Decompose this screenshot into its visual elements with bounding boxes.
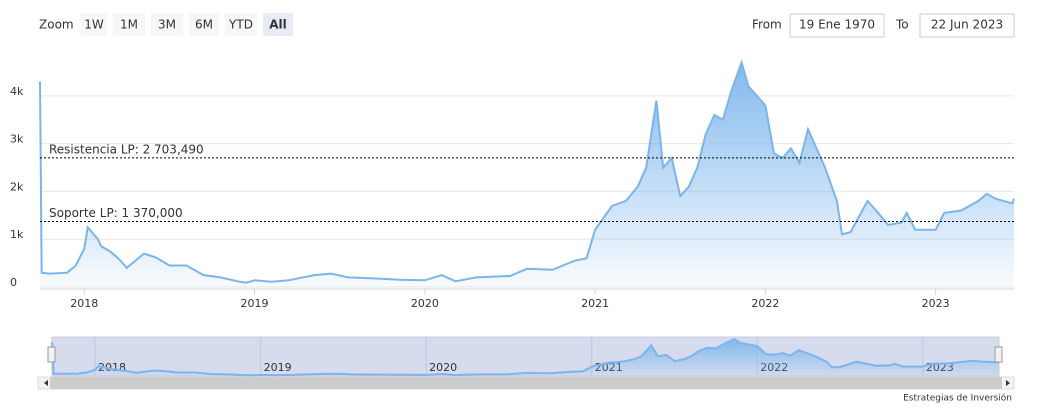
zoom-button-label[interactable]: YTD: [228, 18, 253, 32]
x-tick-label: 2018: [70, 297, 98, 310]
zoom-button[interactable]: [263, 13, 293, 36]
zoom-label: Zoom: [39, 18, 74, 32]
area-fill: [40, 62, 1014, 288]
y-tick-label: 0: [10, 276, 17, 289]
from-value[interactable]: 19 Ene 1970: [799, 18, 875, 32]
navigator-tick-label: 2020: [429, 361, 457, 374]
zoom-button-label[interactable]: All: [269, 18, 287, 32]
zoom-button[interactable]: [151, 13, 183, 36]
zoom-button-label[interactable]: 3M: [158, 18, 176, 32]
plot-line-label: Soporte LP: 1 370,000: [49, 206, 183, 220]
area-line: [39, 59, 1015, 284]
navigator-tick-label: 2019: [264, 361, 292, 374]
from-input[interactable]: [789, 13, 885, 38]
navigator-handle[interactable]: [994, 346, 1003, 363]
x-tick-label: 2020: [411, 297, 439, 310]
x-tick-label: 2019: [241, 297, 269, 310]
navigator-handle[interactable]: [47, 346, 56, 363]
y-tick-label: 1k: [10, 228, 24, 241]
x-tick-label: 2021: [581, 297, 609, 310]
scrollbar-thumb[interactable]: [50, 377, 1002, 389]
x-tick-label: 2023: [922, 297, 950, 310]
y-tick-label: 2k: [10, 180, 24, 193]
zoom-button[interactable]: [81, 13, 107, 36]
zoom-button[interactable]: [225, 13, 257, 36]
zoom-button[interactable]: [113, 13, 145, 36]
to-input[interactable]: [919, 13, 1015, 38]
zoom-button[interactable]: [189, 13, 219, 36]
zoom-button-label[interactable]: 6M: [195, 18, 213, 32]
zoom-button-label[interactable]: 1M: [120, 18, 138, 32]
to-value[interactable]: 22 Jun 2023: [931, 18, 1003, 32]
to-label: To: [895, 18, 909, 32]
area-fill: [52, 339, 999, 376]
from-label: From: [752, 18, 782, 32]
credits: Estrategias de Inversión: [903, 393, 1012, 404]
scroll-left-arrow[interactable]: [44, 380, 48, 386]
x-tick-label: 2022: [751, 297, 779, 310]
zoom-button-label[interactable]: 1W: [84, 18, 104, 32]
scroll-right-arrow[interactable]: [1006, 380, 1010, 386]
plot-line-label: Resistencia LP: 2 703,490: [49, 142, 204, 156]
area-line: [51, 337, 1000, 377]
y-tick-label: 3k: [10, 133, 24, 146]
y-tick-label: 4k: [10, 85, 24, 98]
